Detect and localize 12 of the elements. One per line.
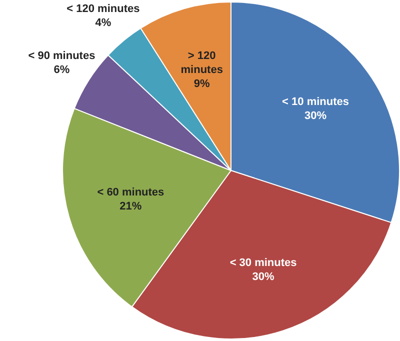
data-label: 4% [95,17,112,30]
slice-label: < 90 minutes [28,50,96,62]
slice-label: < 10 minutes [282,96,349,108]
data-label: 30% [252,270,275,283]
slice-label: < 30 minutes [230,256,297,269]
slice-label: < 120 minutes [66,3,140,16]
data-label: 6% [54,64,70,76]
slice-label: < 60 minutes [97,186,164,199]
data-label: 21% [120,200,142,213]
slice-label: > 120 minutes [180,50,223,76]
data-label: 30% [304,110,327,122]
data-label: 9% [194,78,210,90]
